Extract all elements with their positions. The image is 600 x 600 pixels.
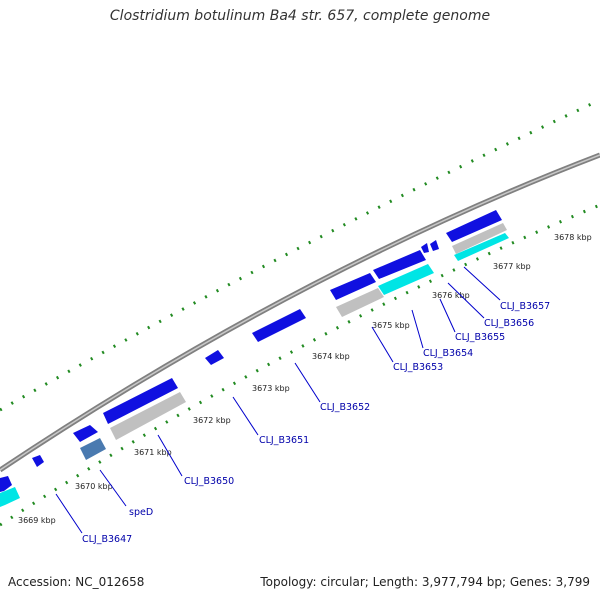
leader-line [447, 282, 485, 319]
tick-label: 3669 kbp [18, 516, 56, 525]
gene-block[interactable] [80, 438, 106, 460]
accession-text: Accession: NC_012658 [8, 575, 145, 589]
leader-line [411, 309, 424, 349]
tick-label: 3671 kbp [134, 448, 172, 457]
gene-block[interactable] [0, 487, 20, 507]
gene-labels: CLJ_B3647 speD CLJ_B3650 CLJ_B3651 CLJ_B… [82, 301, 550, 545]
leader-line [157, 434, 183, 477]
gene-block[interactable] [205, 350, 224, 365]
map-title: Clostridium botulinum Ba4 str. 657, comp… [109, 8, 491, 24]
leader-line [232, 396, 259, 436]
gene-label[interactable]: CLJ_B3656 [484, 318, 534, 329]
leader-line [99, 469, 127, 507]
tick-label: 3674 kbp [312, 352, 350, 361]
outer-dotted-ruler [0, 98, 600, 412]
genes-forward [0, 210, 502, 492]
gene-block[interactable] [32, 455, 44, 467]
genes-reverse [0, 223, 509, 507]
leader-lines [55, 266, 501, 534]
tick-label: 3676 kbp [432, 291, 470, 300]
gene-block[interactable] [252, 309, 306, 342]
topology-summary: Topology: circular; Length: 3,977,794 bp… [260, 575, 590, 589]
tick-label: 3672 kbp [193, 416, 231, 425]
gene-label[interactable]: CLJ_B3647 [82, 534, 132, 545]
tick-label: 3673 kbp [252, 384, 290, 393]
gene-block[interactable] [0, 476, 12, 492]
gene-block[interactable] [430, 240, 439, 251]
gene-label[interactable]: CLJ_B3650 [184, 476, 234, 487]
tick-labels: 3669 kbp 3670 kbp 3671 kbp 3672 kbp 3673… [18, 233, 592, 525]
gene-block[interactable] [330, 273, 376, 300]
tick-label: 3678 kbp [554, 233, 592, 242]
leader-line [371, 326, 394, 363]
gene-block[interactable] [421, 243, 429, 253]
gene-block[interactable] [336, 288, 384, 317]
tick-label: 3670 kbp [75, 482, 113, 491]
leader-line [294, 362, 321, 403]
leader-line [463, 266, 501, 301]
gene-label[interactable]: CLJ_B3652 [320, 402, 370, 413]
gene-block[interactable] [110, 392, 186, 440]
gene-label[interactable]: CLJ_B3655 [455, 332, 505, 343]
tick-label: 3677 kbp [493, 262, 531, 271]
gene-label[interactable]: speD [129, 507, 153, 518]
gene-label[interactable]: CLJ_B3651 [259, 435, 309, 446]
gene-label[interactable]: CLJ_B3654 [423, 348, 473, 359]
gene-block[interactable] [373, 250, 426, 279]
gene-block[interactable] [454, 233, 509, 261]
gene-label[interactable]: CLJ_B3653 [393, 362, 443, 373]
gene-block[interactable] [103, 378, 178, 424]
gene-block[interactable] [446, 210, 502, 242]
inner-dotted-ruler [0, 203, 600, 527]
leader-line [55, 493, 83, 534]
gene-label[interactable]: CLJ_B3657 [500, 301, 550, 312]
leader-line [439, 298, 456, 333]
tick-label: 3675 kbp [372, 321, 410, 330]
gene-block[interactable] [73, 425, 98, 442]
gene-block[interactable] [378, 264, 434, 295]
gene-block[interactable] [452, 223, 507, 254]
